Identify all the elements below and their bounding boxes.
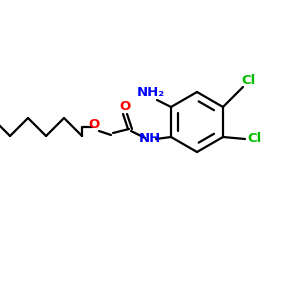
Text: O: O <box>119 100 130 112</box>
Text: NH₂: NH₂ <box>137 86 165 100</box>
Text: Cl: Cl <box>242 74 256 88</box>
Text: Cl: Cl <box>248 133 262 146</box>
Text: O: O <box>88 118 100 131</box>
Text: NH: NH <box>139 133 161 146</box>
